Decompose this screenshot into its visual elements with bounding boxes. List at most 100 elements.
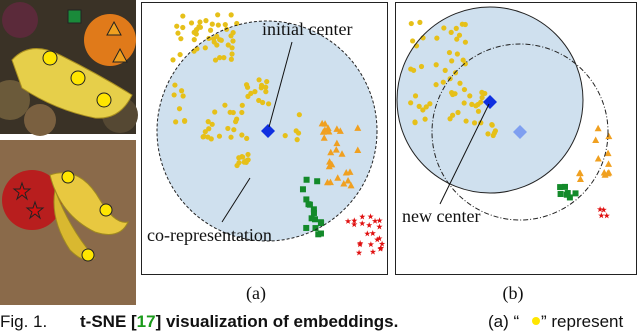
embedding-point [446,49,453,56]
embedding-point [490,132,496,139]
embedding-point [221,55,227,61]
embedding-point [171,92,177,98]
embedding-point [177,51,183,58]
embedding-point [258,85,264,91]
embedding-point [209,21,215,27]
embedding-point [452,91,458,97]
embedding-point [408,20,414,27]
embedding-point [471,120,478,126]
embedding-point [312,225,319,232]
embedding-point [433,62,439,68]
embedding-point [327,148,335,156]
embedding-point [234,162,240,169]
embedding-point [239,102,245,108]
embedding-point [354,124,362,131]
embedding-point [206,35,212,42]
embedding-point [366,222,373,228]
embedding-point [346,168,354,175]
embedding-point [364,230,371,237]
embedding-point [294,137,300,143]
embedding-point [215,22,221,28]
pointer [221,177,251,223]
embedding-point [202,129,208,135]
embedding-point [473,103,479,109]
embedding-point [243,82,250,88]
embedding-point [344,176,352,184]
embedding-point [454,51,460,57]
embedding-point [462,21,468,28]
embedding-point [598,212,605,219]
embedding-point [467,93,473,99]
embedding-point [217,55,223,61]
embedding-point [206,126,212,132]
embedding-point [338,150,346,157]
embedding-point [317,230,324,237]
embedding-point [299,186,306,193]
embedding-point [325,128,333,135]
embedding-point [236,155,242,161]
embedding-point [485,131,491,137]
embedding-point [317,219,324,226]
embedding-point [314,178,321,185]
embedding-point [561,183,568,190]
embedding-point [351,217,358,224]
embedding-point [308,215,315,222]
cluster-outline [431,43,609,221]
embedding-point [449,58,455,64]
caption-label: Fig. 1. [0,312,47,331]
embedding-point [594,124,602,132]
annotation: co-representation [147,225,272,245]
embedding-point [216,133,223,139]
embedding-point [223,26,230,32]
embedding-point [379,240,386,247]
embedding-point [441,25,447,31]
embedding-point [293,128,299,134]
embedding-point [377,245,384,252]
caption-title-part: ] visualization of embeddings. [156,312,399,331]
caption-text: ” represent [541,312,623,331]
embedding-point [566,194,573,201]
embedding-point [592,136,600,143]
embedding-point [197,19,203,25]
pointer [439,103,490,205]
embedding-point [447,116,453,122]
embedding-point [188,20,195,26]
embedding-point [201,133,207,140]
embedding-point [489,122,495,128]
embedding-point [282,133,288,139]
embedding-point [479,94,485,101]
embedding-point [222,102,228,108]
embedding-point [230,38,236,44]
embedding-point [312,216,319,223]
photo-apple-banana [0,140,136,305]
embedding-point [174,23,180,29]
embedding-point [225,125,231,132]
embedding-point [412,93,419,99]
embedding-point [265,101,272,107]
caption-title-part: t-SNE [ [80,312,137,331]
embedding-point [448,29,454,35]
embedding-point [228,12,234,18]
embedding-point [203,18,209,24]
embedding-point [230,109,236,116]
cluster-outline [156,20,378,242]
embedding-point [239,109,245,116]
embedding-point [460,57,466,63]
embedding-point [605,132,613,140]
embedding-point [605,169,613,176]
embedding-point [355,249,363,256]
embedding-point [328,160,336,168]
embedding-point [296,112,302,118]
embedding-point [212,57,219,63]
embedding-point [367,213,374,220]
embedding-point [423,104,429,110]
embedding-point [243,158,249,164]
embedding-point [461,86,468,93]
caption-ref: 17 [137,312,156,331]
panel-label: (a) [246,283,266,304]
embedding-point [176,106,183,112]
embedding-point [196,24,202,30]
embedding-point [479,89,485,95]
embedding-point [410,38,416,44]
